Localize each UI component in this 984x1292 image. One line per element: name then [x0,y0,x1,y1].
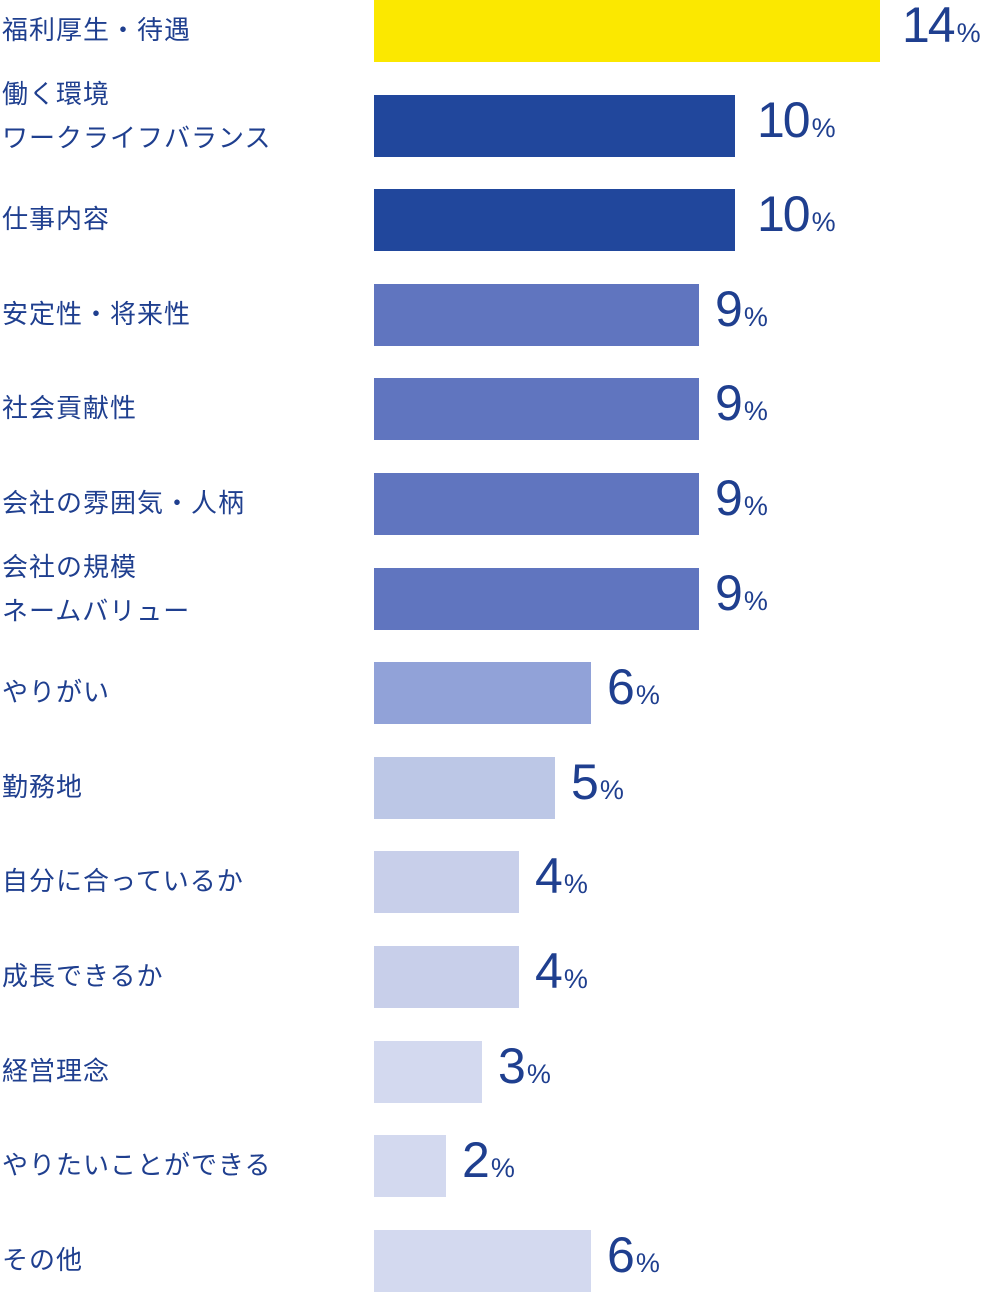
data-label: 3% [498,1037,551,1095]
category-label: 成長できるか [2,955,163,999]
category-label-line: ワークライフバランス [2,124,272,154]
category-label: やりたいことができる [2,1144,271,1188]
category-label: 会社の規模ネームバリュー [2,546,190,634]
category-label: その他 [2,1239,83,1283]
category-label-line: 会社の雰囲気・人柄 [2,489,246,519]
category-label: 安定性・将来性 [2,293,191,337]
data-label: 10% [757,91,836,149]
category-label-line: 経営理念 [2,1057,111,1087]
data-label: 6% [607,658,660,716]
category-label-line: 自分に合っているか [2,867,244,897]
data-label-unit: % [743,396,768,426]
data-label-unit: % [635,1248,660,1278]
data-label-value: 6 [607,1227,635,1283]
data-label-value: 9 [715,375,743,431]
bar [374,662,591,724]
data-label-unit: % [743,491,768,521]
category-label-line: 社会貢献性 [2,394,138,424]
category-label-line: 福利厚生・待遇 [2,16,192,46]
category-label-line: やりたいことができる [2,1151,272,1181]
data-label-unit: % [811,113,836,143]
category-label: 会社の雰囲気・人柄 [2,482,245,526]
data-label-value: 2 [462,1132,490,1188]
data-label-value: 4 [535,943,563,999]
data-label: 4% [535,847,588,905]
data-label-unit: % [526,1059,551,1089]
data-label-value: 10 [757,92,811,148]
data-label-unit: % [743,586,768,616]
data-label-unit: % [563,964,588,994]
data-label-value: 9 [715,470,743,526]
category-label: 勤務地 [2,766,83,810]
bar [374,0,880,62]
bar [374,568,699,630]
bar [374,378,699,440]
category-label: 経営理念 [2,1050,110,1094]
category-label: 自分に合っているか [2,860,244,904]
category-label-line: その他 [2,1246,84,1276]
data-label-unit: % [743,302,768,332]
data-label: 10% [757,185,836,243]
category-label: 働く環境ワークライフバランス [2,73,271,161]
category-label-line: ネームバリュー [2,597,191,627]
category-label: 仕事内容 [2,198,110,242]
bar [374,473,699,535]
data-label: 4% [535,942,588,1000]
category-label-line: 勤務地 [2,773,84,803]
data-label-unit: % [599,775,624,805]
data-label-value: 10 [757,186,811,242]
category-label-line: 安定性・将来性 [2,300,192,330]
bar [374,851,519,913]
data-label: 6% [607,1226,660,1284]
data-label-value: 5 [571,754,599,810]
bar [374,946,519,1008]
data-label-unit: % [563,869,588,899]
category-label-line: 仕事内容 [2,205,111,235]
data-label: 14% [902,0,981,54]
category-label-line: やりがい [2,678,111,708]
bar [374,757,555,819]
bar [374,1135,446,1197]
data-label: 2% [462,1131,515,1189]
category-label-line: 成長できるか [2,962,164,992]
bar [374,284,699,346]
category-label: やりがい [2,671,110,715]
data-label: 9% [715,280,768,338]
data-label-value: 9 [715,281,743,337]
bar [374,95,735,157]
data-label: 9% [715,564,768,622]
data-label-value: 3 [498,1038,526,1094]
category-label: 社会貢献性 [2,387,137,431]
data-label: 5% [571,753,624,811]
data-label-value: 9 [715,565,743,621]
category-label-line: 会社の規模 [2,553,138,583]
data-label: 9% [715,469,768,527]
category-label-line: 働く環境 [2,80,111,110]
bar [374,189,735,251]
data-label-value: 6 [607,659,635,715]
bar [374,1230,591,1292]
data-label-value: 14 [902,0,956,53]
data-label-unit: % [811,207,836,237]
category-label: 福利厚生・待遇 [2,9,191,53]
data-label: 9% [715,374,768,432]
data-label-unit: % [956,18,981,48]
data-label-unit: % [635,680,660,710]
bar [374,1041,482,1103]
data-label-value: 4 [535,848,563,904]
data-label-unit: % [490,1153,515,1183]
